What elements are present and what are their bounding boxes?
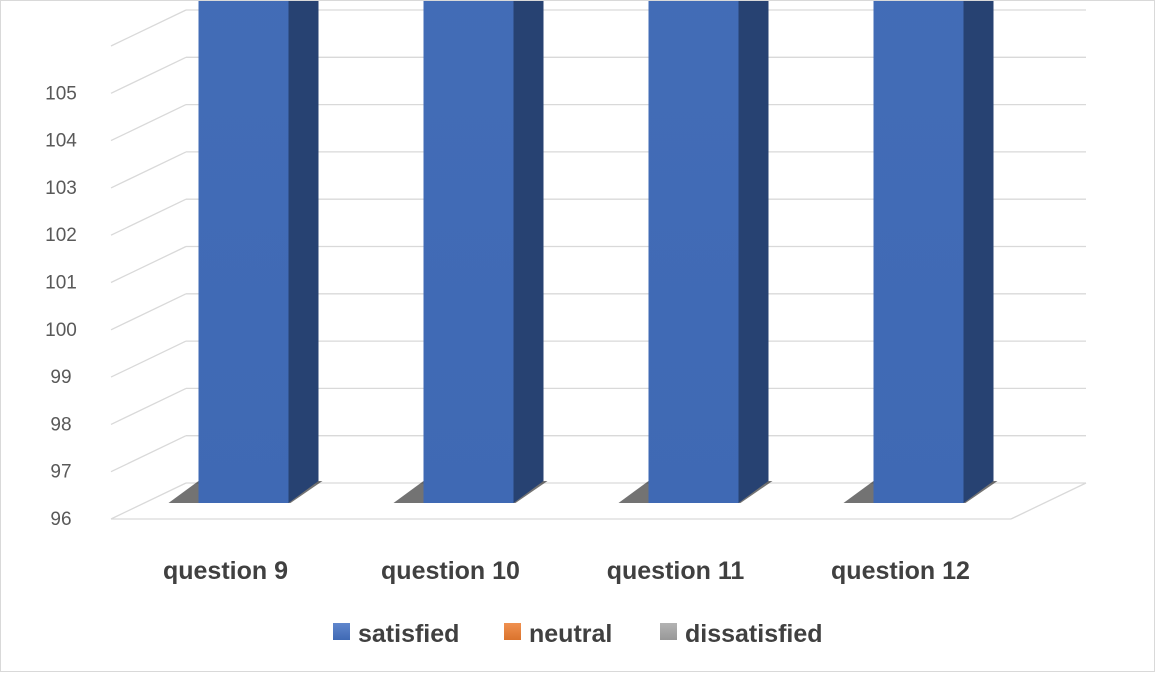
y-tick-label: 99 <box>50 367 71 388</box>
y-tick-label: 97 <box>50 462 71 483</box>
y-tick-label: 104 <box>45 131 77 152</box>
x-axis-categories: question 9 question 10 question 11 question… <box>163 557 970 585</box>
legend-item: neutral <box>504 620 612 648</box>
gridline-side <box>110 435 187 473</box>
y-tick-label: 96 <box>50 509 71 530</box>
bar-stack <box>618 1 773 503</box>
y-tick-label: 103 <box>45 178 77 199</box>
gridline-side <box>110 56 187 94</box>
bar-satisfied-side <box>288 1 319 503</box>
bar-stack <box>393 1 548 503</box>
gridline-side <box>110 340 187 378</box>
bar-satisfied-side <box>738 1 769 503</box>
bar-satisfied <box>198 1 289 503</box>
bar-satisfied-side <box>963 1 994 503</box>
x-category-label: question 12 <box>831 557 970 585</box>
legend-label: neutral <box>529 620 612 648</box>
bar-satisfied <box>648 1 739 503</box>
x-category-label: question 10 <box>381 557 520 585</box>
gridline-side <box>110 151 187 189</box>
gridline-side <box>110 387 187 425</box>
legend-item: dissatisfied <box>660 620 823 648</box>
gridline-side <box>110 198 187 236</box>
gridline-side <box>110 245 187 284</box>
bar-stack <box>843 1 998 503</box>
legend-label: dissatisfied <box>685 620 823 648</box>
legend: satisfied neutral dissatisfied <box>333 620 823 648</box>
x-category-label: question 9 <box>163 557 288 585</box>
bar-satisfied <box>873 1 964 503</box>
y-tick-label: 105 <box>45 83 77 104</box>
legend-label: satisfied <box>358 620 459 648</box>
legend-swatch <box>660 623 677 640</box>
gridline-side <box>110 104 187 142</box>
gridline-side <box>110 9 187 47</box>
bars <box>168 1 998 503</box>
bar-stack <box>168 1 323 503</box>
y-tick-label: 100 <box>45 320 77 341</box>
x-category-label: question 11 <box>607 557 745 585</box>
y-axis-ticks: 96 97 98 99 100 101 102 103 104 105 <box>45 83 77 530</box>
floor-edge-right <box>1010 482 1087 520</box>
y-tick-label: 102 <box>45 225 77 246</box>
legend-swatch <box>504 623 521 640</box>
y-tick-label: 98 <box>50 414 71 435</box>
bar-satisfied-side <box>513 1 544 503</box>
y-tick-label: 101 <box>45 273 77 294</box>
gridline-side <box>110 293 187 331</box>
legend-item: satisfied <box>333 620 459 648</box>
legend-swatch <box>333 623 350 640</box>
gridline-side <box>110 482 187 520</box>
bar-satisfied <box>423 1 514 503</box>
